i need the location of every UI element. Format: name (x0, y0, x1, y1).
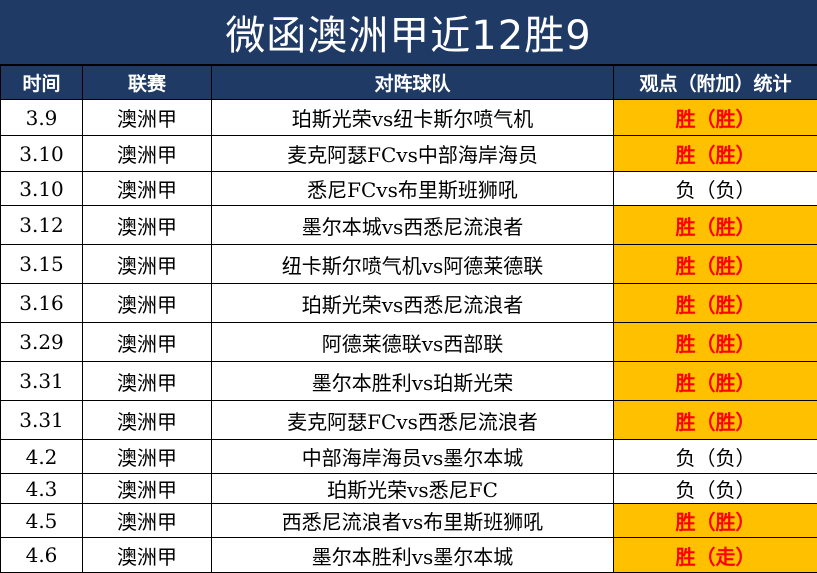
cell-result: 胜（胜） (613, 503, 817, 538)
table-row: 4.3 澳洲甲 珀斯光荣vs悉尼FC 负（负） (0, 473, 817, 504)
cell-league: 澳洲甲 (82, 503, 212, 538)
cell-match: 悉尼FCvs布里斯班狮吼 (211, 171, 614, 206)
table-row: 3.9 澳洲甲 珀斯光荣vs纽卡斯尔喷气机 胜（胜） (0, 99, 817, 136)
cell-result: 胜（胜） (613, 361, 817, 401)
cell-time: 3.29 (0, 322, 83, 362)
cell-result: 胜（胜） (613, 135, 817, 172)
cell-result: 胜（胜） (613, 400, 817, 440)
cell-match: 珀斯光荣vs西悉尼流浪者 (211, 283, 614, 323)
cell-result: 胜（走） (613, 537, 817, 573)
results-table: 时间 联赛 对阵球队 观点（附加）统计 3.9 澳洲甲 珀斯光荣vs纽卡斯尔喷气机胜… (0, 65, 817, 573)
header-row: 时间 联赛 对阵球队 观点（附加）统计 (0, 65, 817, 100)
cell-match: 西悉尼流浪者vs布里斯班狮吼 (211, 503, 614, 538)
cell-league: 澳洲甲 (82, 361, 212, 401)
cell-time: 3.10 (0, 171, 83, 206)
cell-match: 墨尔本城vs西悉尼流浪者 (211, 205, 614, 245)
cell-time: 3.31 (0, 400, 83, 440)
cell-time: 3.10 (0, 135, 83, 172)
cell-result: 胜（胜） (613, 283, 817, 323)
header-stat: 观点（附加）统计 (613, 65, 817, 100)
cell-result: 胜（胜） (613, 99, 817, 136)
cell-match: 麦克阿瑟FCvs西悉尼流浪者 (211, 400, 614, 440)
cell-time: 4.5 (0, 503, 83, 538)
cell-time: 3.12 (0, 205, 83, 245)
cell-league: 澳洲甲 (82, 400, 212, 440)
cell-result: 负（负） (613, 171, 817, 206)
cell-match: 麦克阿瑟FCvs中部海岸海员 (211, 135, 614, 172)
cell-result: 负（负） (613, 473, 817, 504)
table-row: 3.31 澳洲甲 墨尔本胜利vs珀斯光荣 胜（胜） (0, 361, 817, 401)
table-row: 4.6 澳洲甲 墨尔本胜利vs墨尔本城 胜（走） (0, 537, 817, 573)
cell-league: 澳洲甲 (82, 537, 212, 573)
table-row: 3.10 澳洲甲 麦克阿瑟FCvs中部海岸海员 胜（胜） (0, 135, 817, 172)
cell-match: 珀斯光荣vs悉尼FC (211, 473, 614, 504)
cell-time: 4.2 (0, 439, 83, 474)
cell-league: 澳洲甲 (82, 171, 212, 206)
cell-league: 澳洲甲 (82, 473, 212, 504)
cell-time: 4.3 (0, 473, 83, 504)
table-row: 3.15 澳洲甲 纽卡斯尔喷气机vs阿德莱德联 胜（胜） (0, 244, 817, 284)
cell-time: 3.9 (0, 99, 83, 136)
cell-league: 澳洲甲 (82, 99, 212, 136)
cell-match: 珀斯光荣vs纽卡斯尔喷气机 (211, 99, 614, 136)
table-row: 4.5 澳洲甲 西悉尼流浪者vs布里斯班狮吼 胜（胜） (0, 503, 817, 538)
cell-time: 4.6 (0, 537, 83, 573)
cell-result: 胜（胜） (613, 205, 817, 245)
cell-match: 墨尔本胜利vs墨尔本城 (211, 537, 614, 573)
cell-league: 澳洲甲 (82, 244, 212, 284)
cell-time: 3.16 (0, 283, 83, 323)
table-row: 3.12 澳洲甲 墨尔本城vs西悉尼流浪者 胜（胜） (0, 205, 817, 245)
table-row: 3.10 澳洲甲 悉尼FCvs布里斯班狮吼 负（负） (0, 171, 817, 206)
cell-league: 澳洲甲 (82, 135, 212, 172)
header-time: 时间 (0, 65, 83, 100)
table-row: 3.16 澳洲甲 珀斯光荣vs西悉尼流浪者 胜（胜） (0, 283, 817, 323)
cell-time: 3.31 (0, 361, 83, 401)
cell-match: 纽卡斯尔喷气机vs阿德莱德联 (211, 244, 614, 284)
cell-result: 胜（胜） (613, 244, 817, 284)
cell-league: 澳洲甲 (82, 205, 212, 245)
sheet-title: 微函澳洲甲近12胜9 (0, 0, 817, 65)
cell-time: 3.15 (0, 244, 83, 284)
cell-league: 澳洲甲 (82, 439, 212, 474)
cell-result: 胜（胜） (613, 322, 817, 362)
cell-match: 中部海岸海员vs墨尔本城 (211, 439, 614, 474)
cell-result: 负（负） (613, 439, 817, 474)
table-row: 4.2 澳洲甲 中部海岸海员vs墨尔本城 负（负） (0, 439, 817, 474)
header-league: 联赛 (82, 65, 212, 100)
cell-match: 阿德莱德联vs西部联 (211, 322, 614, 362)
table-row: 3.31 澳洲甲 麦克阿瑟FCvs西悉尼流浪者 胜（胜） (0, 400, 817, 440)
cell-league: 澳洲甲 (82, 283, 212, 323)
cell-match: 墨尔本胜利vs珀斯光荣 (211, 361, 614, 401)
table-row: 3.29 澳洲甲 阿德莱德联vs西部联 胜（胜） (0, 322, 817, 362)
cell-league: 澳洲甲 (82, 322, 212, 362)
header-match: 对阵球队 (211, 65, 614, 100)
